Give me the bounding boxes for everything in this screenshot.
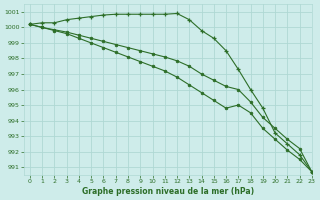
X-axis label: Graphe pression niveau de la mer (hPa): Graphe pression niveau de la mer (hPa) [82,187,254,196]
